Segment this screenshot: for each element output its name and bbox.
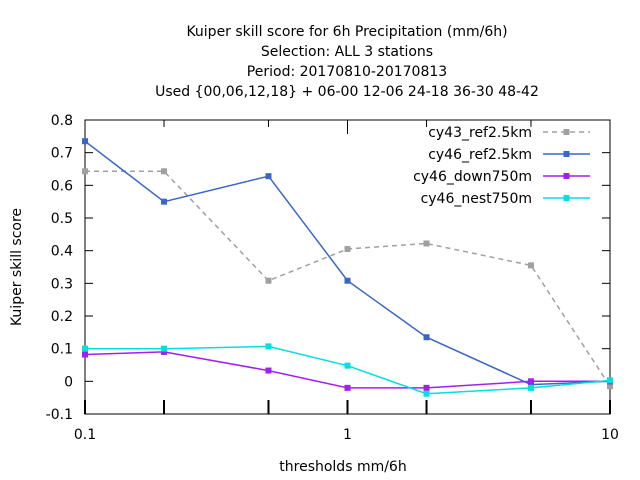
legend-swatch-marker [563, 151, 570, 157]
data-point-cy46_ref2.5km [423, 334, 430, 341]
legend: cy43_ref2.5km cy46_ref2.5km cy46_down750mc… [413, 125, 590, 207]
x-tick-label: 0.1 [74, 427, 96, 443]
legend-item-cy46_down750m: cy46_down750m [413, 169, 590, 185]
y-axis-label: Kuiper skill score [9, 208, 25, 326]
x-tick-label: 10 [601, 427, 619, 443]
data-point-cy46_down750m [265, 367, 272, 374]
data-point-cy43_ref2.5km [344, 246, 351, 253]
data-point-cy46_ref2.5km [265, 173, 272, 180]
legend-item-cy46_ref2.5km: cy46_ref2.5km [428, 147, 590, 163]
data-point-cy46_nest750m [82, 345, 88, 352]
data-point-cy46_ref2.5km [82, 138, 88, 145]
data-point-cy46_nest750m [344, 362, 351, 369]
data-point-cy43_ref2.5km [607, 383, 613, 390]
title-line-2: Selection: ALL 3 stations [261, 44, 433, 60]
y-tick-label: -0.1 [46, 407, 73, 423]
x-tick-label: 1 [343, 427, 352, 443]
legend-label: cy43_ref2.5km [428, 125, 532, 141]
data-point-cy43_ref2.5km [423, 240, 430, 247]
legend-item-cy46_nest750m: cy46_nest750m [421, 191, 590, 207]
title-line-3: Period: 20170810-20170813 [247, 64, 447, 80]
legend-label: cy46_down750m [413, 169, 532, 185]
data-point-cy46_nest750m [265, 343, 272, 350]
data-point-cy46_ref2.5km [344, 277, 351, 284]
data-point-cy43_ref2.5km [527, 262, 534, 269]
legend-label: cy46_nest750m [421, 191, 532, 207]
x-axis-label: thresholds mm/6h [279, 459, 406, 475]
data-point-cy46_down750m [423, 384, 430, 391]
legend-swatch-marker [563, 129, 570, 135]
y-tick-label: 0.1 [51, 342, 73, 358]
y-tick-label: 0.7 [51, 146, 73, 162]
legend-swatch-marker [563, 195, 570, 201]
x-axis: 0.1 1 10 [74, 120, 619, 443]
y-tick-label: 0.4 [51, 244, 73, 260]
chart-title: Kuiper skill score for 6h Precipitation … [155, 24, 539, 100]
legend-swatch-marker [563, 173, 570, 179]
data-point-cy46_down750m [527, 378, 534, 385]
y-axis: -0.1 0 0.1 0.2 0.3 0.4 0.5 0.6 0.7 0.8 [46, 113, 610, 423]
series-cy46_nest750m [82, 343, 613, 397]
title-line-4: Used {00,06,12,18} + 06-00 12-06 24-18 3… [155, 84, 539, 100]
y-tick-label: 0 [64, 374, 73, 390]
y-tick-label: 0.2 [51, 309, 73, 325]
data-point-cy46_down750m [344, 384, 351, 391]
data-point-cy46_nest750m [423, 390, 430, 397]
legend-item-cy43_ref2.5km: cy43_ref2.5km [428, 125, 590, 141]
data-point-cy46_nest750m [607, 377, 613, 384]
series-cy43_ref2.5km [82, 168, 613, 390]
data-point-cy43_ref2.5km [161, 168, 168, 175]
y-tick-label: 0.8 [51, 113, 73, 129]
legend-label: cy46_ref2.5km [428, 147, 532, 163]
y-tick-label: 0.5 [51, 211, 73, 227]
series-group [82, 138, 613, 397]
data-point-cy46_ref2.5km [161, 198, 168, 205]
title-line-1: Kuiper skill score for 6h Precipitation … [186, 24, 507, 40]
data-point-cy46_nest750m [161, 345, 168, 352]
data-point-cy46_down750m [82, 351, 88, 358]
y-tick-label: 0.6 [51, 178, 73, 194]
data-point-cy43_ref2.5km [82, 168, 88, 175]
data-point-cy46_nest750m [527, 384, 534, 391]
y-tick-label: 0.3 [51, 276, 73, 292]
data-point-cy46_ref2.5km [527, 381, 534, 388]
data-point-cy46_down750m [161, 348, 168, 355]
data-point-cy43_ref2.5km [265, 277, 272, 284]
